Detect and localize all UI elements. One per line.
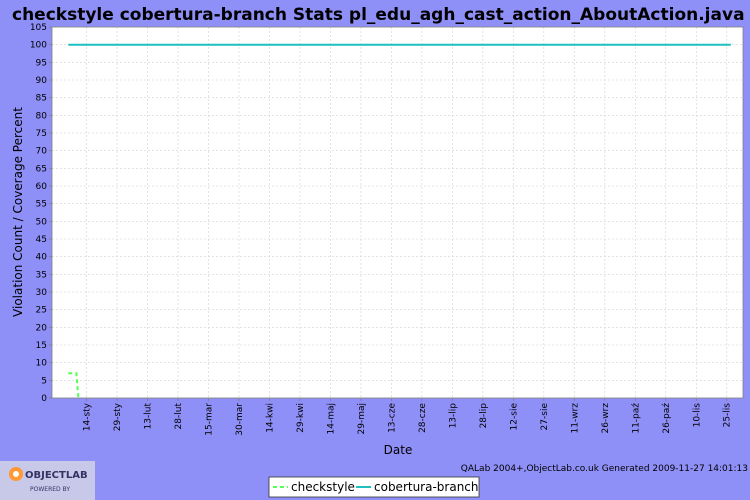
logo-text: OBJECTLAB [25, 470, 88, 481]
x-tick-label: 28-lut [174, 403, 184, 430]
y-tick-label: 105 [30, 23, 47, 33]
y-tick-label: 0 [41, 394, 47, 404]
x-tick-label: 10-lis [692, 403, 702, 428]
x-tick-label: 30-mar [235, 403, 245, 436]
x-tick-label: 29-kwi [296, 403, 306, 433]
y-tick-label: 5 [41, 376, 47, 386]
y-tick-label: 25 [36, 306, 47, 316]
y-tick-label: 35 [36, 270, 47, 280]
footer-credit: QALab 2004+,ObjectLab.co.uk Generated 20… [461, 464, 748, 474]
plot-border [51, 26, 744, 399]
x-tick-label: 25-lis [723, 403, 733, 428]
y-tick-label: 95 [36, 58, 47, 68]
x-axis-label: Date [384, 443, 413, 457]
logo-orb-highlight [13, 471, 19, 477]
x-tick-label: 14-maj [326, 403, 336, 434]
legend-box [268, 476, 480, 498]
legend: checkstyle cobertura-branch [268, 476, 480, 498]
y-axis-ticks: 0 5 10 15 20 25 30 35 40 45 50 55 60 65 70 75 80 85 90 95 10… [30, 23, 52, 404]
objectlab-logo: OBJECTLAB POWERED BY [0, 461, 95, 500]
y-tick-label: 75 [36, 129, 47, 139]
x-tick-label: 13-lip [448, 403, 458, 429]
y-tick-label: 70 [36, 147, 48, 157]
x-tick-label: 15-mar [204, 403, 214, 436]
y-axis-label: Violation Count / Coverage Percent [11, 107, 25, 317]
x-tick-label: 29-maj [357, 403, 367, 434]
x-tick-label: 28-cze [418, 403, 428, 433]
y-tick-label: 50 [36, 217, 48, 227]
y-tick-label: 100 [30, 41, 47, 51]
y-tick-label: 10 [36, 359, 48, 369]
y-tick-label: 45 [36, 235, 47, 245]
x-tick-label: 11-paź [631, 403, 641, 434]
chart-title: checkstyle cobertura-branch Stats pl_edu… [12, 5, 745, 25]
y-tick-label: 15 [36, 341, 47, 351]
legend-label-checkstyle: checkstyle [291, 480, 355, 494]
y-tick-label: 30 [36, 288, 48, 298]
y-tick-label: 60 [36, 182, 48, 192]
series-line-checkstyle [68, 372, 80, 399]
x-tick-label: 28-lip [479, 403, 489, 429]
y-tick-label: 55 [36, 200, 47, 210]
x-tick-label: 13-lut [144, 403, 154, 430]
y-tick-label: 85 [36, 94, 47, 104]
x-tick-label: 12-sie [509, 403, 519, 431]
legend-label-cobertura-branch: cobertura-branch [374, 480, 479, 494]
y-tick-label: 80 [36, 111, 48, 121]
y-tick-label: 40 [36, 253, 48, 263]
logo-subtext: POWERED BY [30, 486, 70, 493]
plot-area [52, 27, 743, 398]
x-tick-label: 26-paź [662, 403, 672, 434]
x-tick-label: 13-cze [387, 403, 397, 433]
x-tick-label: 29-sty [113, 402, 123, 431]
x-tick-label: 14-sty [83, 402, 93, 431]
y-tick-label: 90 [36, 76, 48, 86]
y-tick-label: 65 [36, 164, 47, 174]
x-tick-label: 27-sie [540, 403, 550, 431]
x-tick-label: 26-wrz [601, 403, 611, 434]
x-tick-label: 11-wrz [570, 403, 580, 434]
x-tick-label: 14-kwi [265, 403, 275, 433]
x-axis-ticks: 14-sty 29-sty 13-lut 28-lut 15-mar 30-mar 14-k… [83, 398, 733, 436]
y-tick-label: 20 [36, 323, 48, 333]
